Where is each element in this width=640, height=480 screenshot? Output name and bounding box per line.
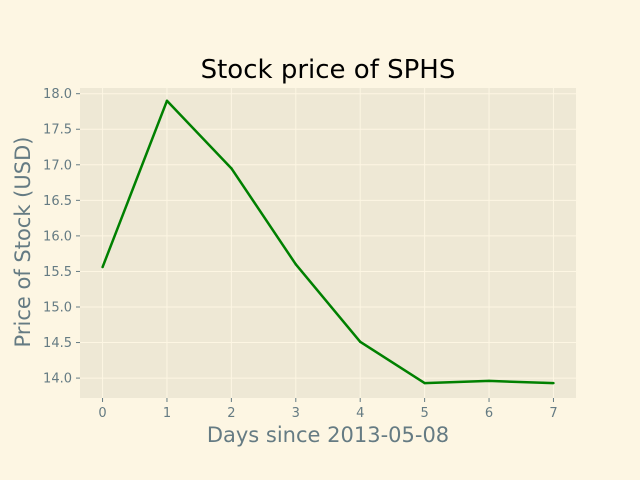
y-tick-label: 17.0 — [43, 158, 72, 173]
x-tick-label: 1 — [163, 406, 171, 421]
x-tick-label: 0 — [98, 406, 106, 421]
series-line — [101, 99, 554, 385]
chart-title: Stock price of SPHS — [201, 55, 456, 85]
data-point — [230, 167, 233, 170]
x-axis-label: Days since 2013-05-08 — [207, 423, 449, 447]
y-tick-label: 18.0 — [43, 87, 72, 102]
plot-area — [80, 88, 576, 398]
x-tick-label: 5 — [420, 406, 428, 421]
y-tick-label: 16.0 — [43, 229, 72, 244]
data-point — [165, 99, 169, 102]
x-tick-label: 4 — [356, 406, 364, 421]
data-point — [423, 381, 426, 385]
x-tick-label: 6 — [485, 406, 493, 421]
y-tick-label: 16.5 — [43, 194, 72, 209]
x-tick-label: 3 — [292, 406, 300, 421]
grid — [80, 88, 576, 398]
series — [101, 99, 555, 385]
data-point — [101, 265, 104, 269]
axis-ticks: 0 1 2 3 4 5 6 7 14.0 14.5 15.0 15.5 16.0 16.5 17.0 17.5… — [43, 87, 558, 421]
data-point — [552, 381, 555, 385]
data-point — [487, 379, 491, 383]
x-tick-label: 7 — [549, 406, 557, 421]
x-tick-label: 2 — [227, 406, 235, 421]
y-axis-label: Price of Stock (USD) — [11, 137, 35, 348]
data-point — [294, 263, 297, 266]
y-tick-label: 15.5 — [43, 265, 72, 280]
y-tick-label: 17.5 — [43, 123, 72, 138]
y-tick-label: 14.0 — [43, 372, 72, 387]
data-point — [359, 340, 362, 344]
y-tick-label: 15.0 — [43, 300, 72, 315]
y-tick-label: 14.5 — [43, 336, 72, 351]
